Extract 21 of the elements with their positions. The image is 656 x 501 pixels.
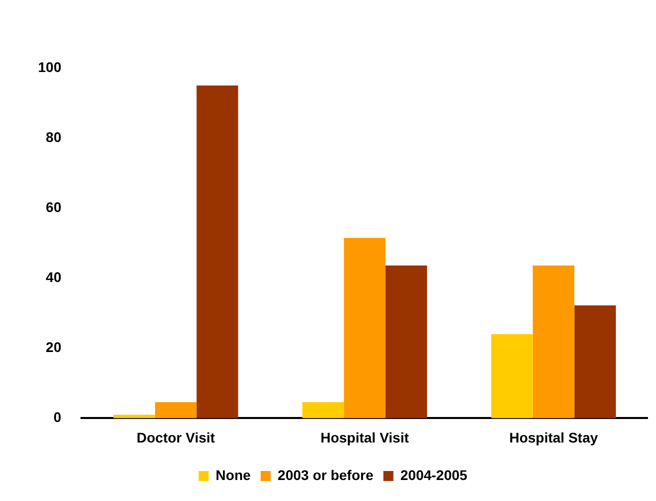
bar — [491, 334, 533, 418]
bar — [196, 86, 238, 418]
legend-label: 2004-2005 — [400, 466, 468, 483]
bar — [574, 305, 616, 418]
x-tick-label: Hospital Visit — [320, 429, 410, 446]
y-tick-label: 0 — [54, 409, 62, 426]
legend-label: None — [216, 466, 251, 483]
y-tick-label: 40 — [46, 268, 62, 285]
bar — [344, 238, 386, 418]
bar — [385, 266, 428, 418]
y-tick-label: 60 — [46, 198, 62, 215]
bar — [302, 402, 344, 418]
bar — [532, 266, 574, 418]
y-tick-label: 80 — [46, 128, 62, 145]
legend-label: 2003 or before — [278, 466, 374, 483]
y-tick-label: 20 — [46, 339, 62, 356]
bar — [155, 402, 197, 418]
y-tick-label: 100 — [38, 58, 62, 75]
x-tick-label: Hospital Stay — [509, 429, 598, 446]
bar — [113, 414, 156, 418]
x-tick-label: Doctor Visit — [136, 429, 216, 446]
